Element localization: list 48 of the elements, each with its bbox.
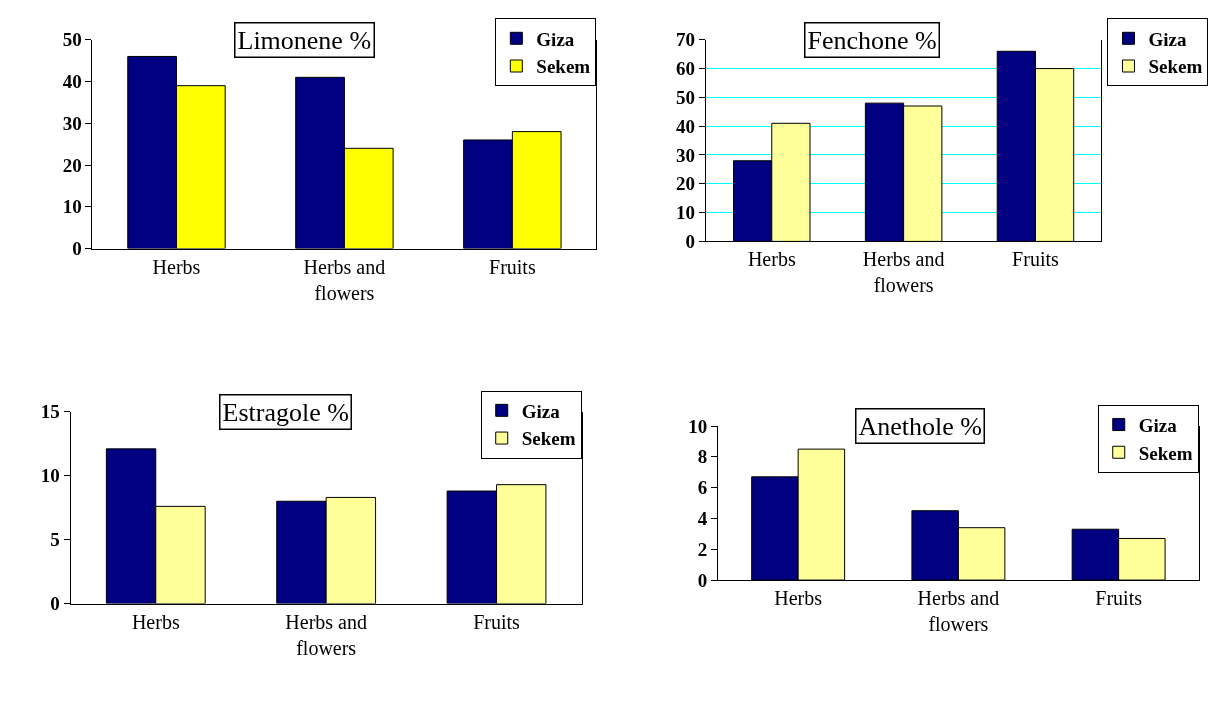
y-tick-label: 10 [62,196,82,218]
y-tick-label: 8 [697,446,708,468]
y-tick-label: 50 [62,29,82,51]
legend-label: Giza [536,28,575,50]
y-tick-label: 0 [685,231,696,253]
chart-title: Limonene % [237,25,372,55]
x-tick-label: Fruits [489,255,536,278]
x-tick-label: Herbs and flowers [303,255,386,304]
x-tick-label: Fruits [1012,248,1060,271]
legend-label: Giza [1148,28,1187,50]
y-tick-label: 40 [676,115,696,137]
x-tick-label: Herbs [774,587,823,610]
y-tick-label: 40 [62,71,82,93]
x-tick-label: Herbs [152,255,201,278]
y-tick-label: 60 [676,58,696,80]
legend-label: Sekem [1138,442,1193,464]
y-tick-label: 2 [697,538,708,560]
x-tick-label: Fruits [1095,587,1143,610]
legend-label: Sekem [1148,56,1203,78]
y-tick-label: 70 [676,29,696,51]
x-tick-label: Herbs and flowers [917,587,1000,636]
y-tick-label: 0 [697,569,708,591]
chart-title: Estragole % [222,397,349,427]
y-tick-label: 10 [676,202,696,224]
x-tick-label: Fruits [473,610,521,633]
x-tick-label: Herbs and flowers [862,248,945,297]
y-tick-label: 4 [697,508,708,530]
x-tick-label: Herbs [131,610,180,633]
y-tick-label: 10 [688,415,708,437]
y-tick-label: 50 [676,87,696,109]
x-tick-label: Herbs [747,248,796,271]
y-tick-label: 6 [697,477,708,499]
legend-label: Sekem [521,428,576,450]
y-tick-label: 20 [62,154,82,176]
y-tick-label: 5 [50,529,60,551]
y-tick-label: 10 [40,465,60,487]
legend-label: Sekem [536,56,591,78]
x-tick-label: Herbs and flowers [285,610,367,659]
y-tick-label: 15 [40,401,60,423]
y-tick-label: 0 [50,593,60,615]
y-tick-label: 20 [676,173,696,195]
legend-label: Giza [521,400,561,422]
legend-label: Giza [1138,414,1178,436]
y-tick-label: 0 [72,238,82,260]
y-tick-label: 30 [676,144,696,166]
chart-title: Fenchone % [807,25,937,55]
y-tick-label: 30 [62,112,82,134]
chart-title: Anethole % [858,411,982,441]
